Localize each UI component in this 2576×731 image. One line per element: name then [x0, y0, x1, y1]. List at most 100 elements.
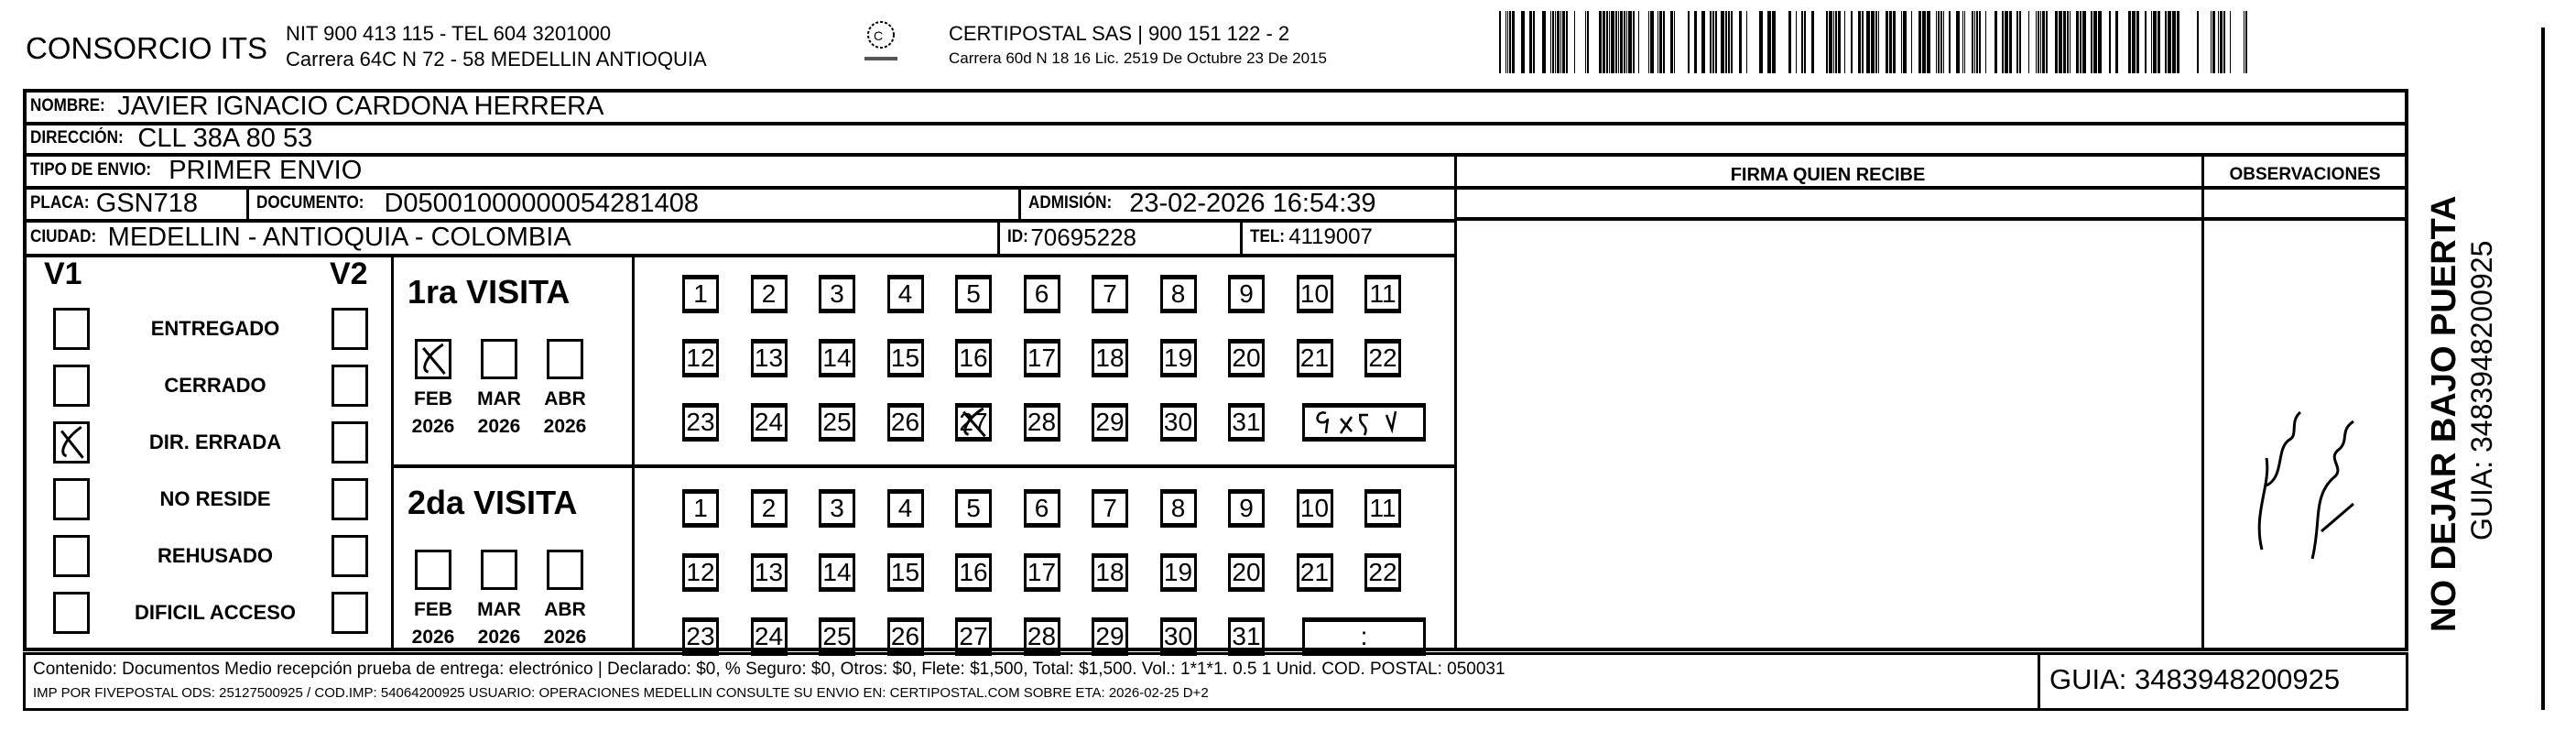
day-box-22[interactable]: 22 — [1364, 339, 1401, 377]
day-box-28[interactable]: 28 — [1023, 403, 1060, 442]
company-info-2: Carrera 64C N 72 - 58 MEDELLIN ANTIOQUIA — [286, 48, 707, 71]
day-box-1[interactable]: 1 — [682, 489, 719, 528]
status-label: DIR. ERRADA — [148, 431, 282, 453]
signature-area[interactable] — [1458, 221, 2200, 649]
day-box-17[interactable]: 17 — [1023, 339, 1060, 377]
barcode-bar — [2136, 11, 2139, 73]
day-box-2[interactable]: 2 — [750, 489, 788, 528]
month-checkbox-abr[interactable] — [547, 339, 583, 379]
day-box-4[interactable]: 4 — [886, 275, 924, 313]
day-box-13[interactable]: 13 — [750, 339, 788, 377]
month-checkbox-feb[interactable] — [415, 339, 451, 379]
day-box-14[interactable]: 14 — [819, 339, 855, 377]
day-box-7[interactable]: 7 — [1092, 489, 1128, 528]
day-box-8[interactable]: 8 — [1159, 489, 1197, 528]
tipo-envio-field: TIPO DE ENVIO: PRIMER ENVIO — [30, 155, 363, 185]
day-box-21[interactable]: 21 — [1296, 339, 1333, 377]
day-box-25[interactable]: 25 — [819, 403, 855, 442]
barcode-bar — [1663, 11, 1665, 73]
day-box-22[interactable]: 22 — [1364, 553, 1401, 592]
v2-checkbox[interactable] — [332, 478, 368, 520]
barcode-bar — [2245, 11, 2247, 73]
month-label: MAR — [477, 388, 521, 409]
day-box-3[interactable]: 3 — [819, 489, 855, 528]
day-box-31[interactable]: 31 — [1228, 403, 1265, 442]
day-box-19[interactable]: 19 — [1159, 553, 1197, 592]
day-box-14[interactable]: 14 — [819, 553, 855, 592]
v2-checkbox[interactable] — [332, 592, 368, 634]
day-box-29[interactable]: 29 — [1092, 403, 1128, 442]
day-box-25[interactable]: 25 — [819, 617, 855, 656]
day-box-21[interactable]: 21 — [1296, 553, 1333, 592]
day-box-9[interactable]: 9 — [1228, 489, 1265, 528]
day-box-11[interactable]: 11 — [1364, 275, 1401, 313]
day-box-10[interactable]: 10 — [1296, 489, 1333, 528]
day-box-26[interactable]: 26 — [886, 617, 924, 656]
month-checkbox-mar[interactable] — [481, 550, 517, 590]
v1-checkbox[interactable] — [53, 478, 90, 520]
day-box-16[interactable]: 16 — [955, 553, 992, 592]
barcode-bar — [1650, 11, 1654, 73]
day-box-30[interactable]: 30 — [1159, 617, 1197, 656]
v1-checkbox[interactable] — [53, 592, 90, 634]
barcode-bar — [1638, 11, 1639, 73]
v1-checkbox[interactable] — [53, 421, 90, 464]
documento-value: D05001000000054281408 — [384, 188, 699, 218]
v1-checkbox[interactable] — [53, 365, 90, 407]
day-box-15[interactable]: 15 — [886, 339, 924, 377]
day-box-16[interactable]: 16 — [955, 339, 992, 377]
day-box-3[interactable]: 3 — [819, 275, 855, 313]
day-box-7[interactable]: 7 — [1092, 275, 1128, 313]
day-box-11[interactable]: 11 — [1364, 489, 1401, 528]
day-box-13[interactable]: 13 — [750, 553, 788, 592]
day-box-8[interactable]: 8 — [1159, 275, 1197, 313]
month-checkbox-abr[interactable] — [547, 550, 583, 590]
day-box-23[interactable]: 23 — [682, 617, 719, 656]
time-box[interactable]: : — [1302, 617, 1426, 656]
day-box-20[interactable]: 20 — [1228, 339, 1265, 377]
day-box-10[interactable]: 10 — [1296, 275, 1333, 313]
day-box-18[interactable]: 18 — [1092, 553, 1128, 592]
barcode-bar — [2059, 11, 2062, 73]
day-box-12[interactable]: 12 — [682, 553, 719, 592]
barcode-bar — [1903, 11, 1907, 73]
v1-checkbox[interactable] — [53, 535, 90, 577]
v1-checkbox[interactable] — [53, 308, 90, 350]
v2-checkbox[interactable] — [332, 308, 368, 350]
check-mark-icon — [60, 425, 84, 459]
day-box-9[interactable]: 9 — [1228, 275, 1265, 313]
day-box-15[interactable]: 15 — [886, 553, 924, 592]
day-box-24[interactable]: 24 — [750, 403, 788, 442]
day-box-17[interactable]: 17 — [1023, 553, 1060, 592]
day-box-30[interactable]: 30 — [1159, 403, 1197, 442]
month-checkbox-feb[interactable] — [415, 550, 451, 590]
barcode-bar — [2009, 11, 2012, 73]
day-box-1[interactable]: 1 — [682, 275, 719, 313]
v2-checkbox[interactable] — [332, 421, 368, 464]
day-box-19[interactable]: 19 — [1159, 339, 1197, 377]
day-box-12[interactable]: 12 — [682, 339, 719, 377]
day-box-20[interactable]: 20 — [1228, 553, 1265, 592]
day-box-4[interactable]: 4 — [886, 489, 924, 528]
v2-checkbox[interactable] — [332, 535, 368, 577]
day-box-28[interactable]: 28 — [1023, 617, 1060, 656]
day-box-31[interactable]: 31 — [1228, 617, 1265, 656]
day-box-5[interactable]: 5 — [955, 275, 992, 313]
day-box-24[interactable]: 24 — [750, 617, 788, 656]
day-box-6[interactable]: 6 — [1023, 275, 1060, 313]
time-box[interactable] — [1302, 403, 1426, 442]
day-box-2[interactable]: 2 — [750, 275, 788, 313]
day-box-29[interactable]: 29 — [1092, 617, 1128, 656]
day-box-18[interactable]: 18 — [1092, 339, 1128, 377]
status-label: CERRADO — [164, 374, 266, 397]
day-box-6[interactable]: 6 — [1023, 489, 1060, 528]
day-box-27[interactable]: 27 — [955, 617, 992, 656]
status-label: REHUSADO — [158, 544, 273, 567]
v2-checkbox[interactable] — [332, 365, 368, 407]
day-box-23[interactable]: 23 — [682, 403, 719, 442]
month-checkbox-mar[interactable] — [481, 339, 517, 379]
placa-field: PLACA: GSN718 — [30, 188, 199, 218]
barcode-bar — [1866, 11, 1870, 73]
day-box-5[interactable]: 5 — [955, 489, 992, 528]
day-box-26[interactable]: 26 — [886, 403, 924, 442]
